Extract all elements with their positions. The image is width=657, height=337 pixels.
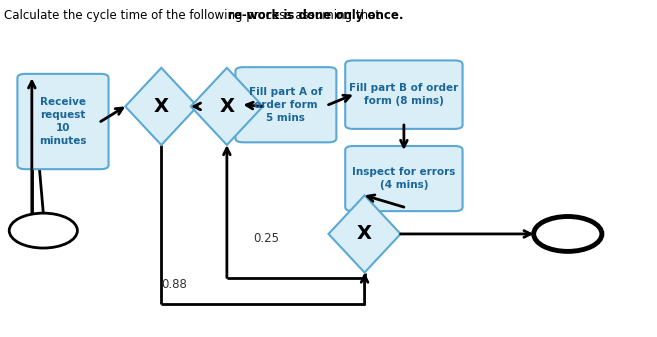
- Circle shape: [533, 216, 602, 251]
- FancyBboxPatch shape: [18, 74, 108, 169]
- Text: re-work is done only once.: re-work is done only once.: [229, 9, 404, 22]
- Text: Receive
request
10
minutes: Receive request 10 minutes: [39, 97, 87, 146]
- Text: Inspect for errors
(4 mins): Inspect for errors (4 mins): [352, 167, 455, 190]
- Polygon shape: [191, 68, 263, 145]
- Text: X: X: [154, 97, 169, 116]
- Text: Fill part B of order
form (8 mins): Fill part B of order form (8 mins): [350, 83, 459, 106]
- Circle shape: [9, 213, 78, 248]
- Text: 0.25: 0.25: [253, 233, 279, 245]
- FancyBboxPatch shape: [345, 146, 463, 211]
- Text: Calculate the cycle time of the following process assuming that: Calculate the cycle time of the followin…: [4, 9, 384, 22]
- Text: X: X: [357, 224, 372, 243]
- Text: X: X: [219, 97, 235, 116]
- Text: Fill part A of
order form
5 mins: Fill part A of order form 5 mins: [249, 87, 323, 123]
- Text: 0.88: 0.88: [162, 278, 187, 291]
- FancyBboxPatch shape: [235, 67, 336, 142]
- Polygon shape: [125, 68, 197, 145]
- FancyBboxPatch shape: [345, 60, 463, 129]
- Polygon shape: [328, 195, 401, 273]
